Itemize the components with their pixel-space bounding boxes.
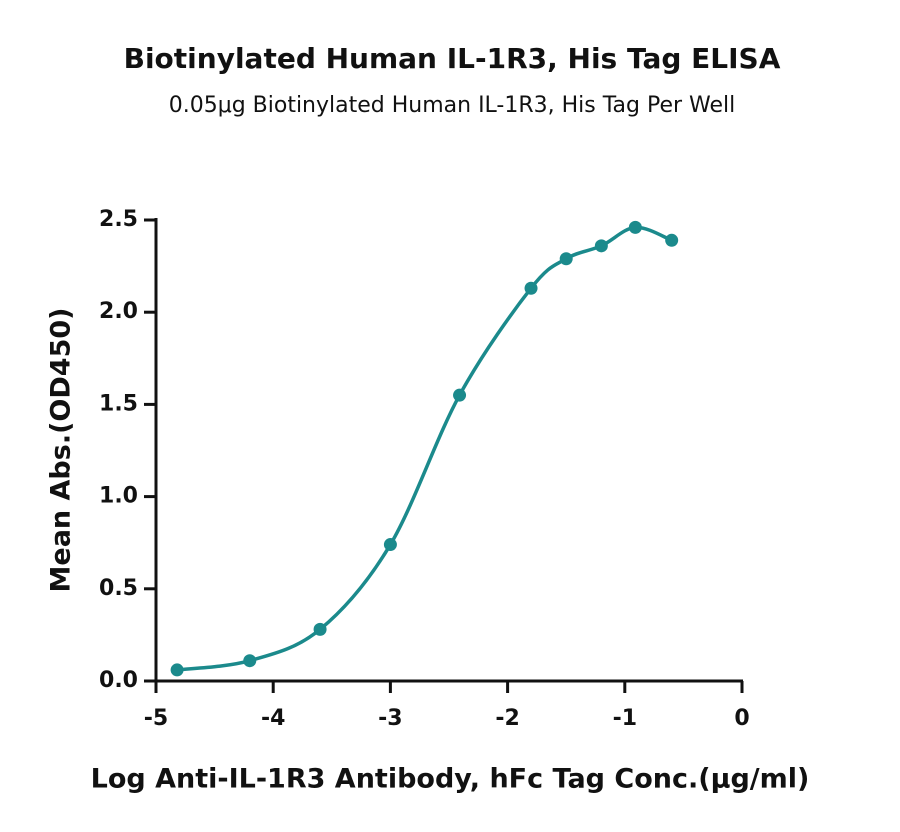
data-point [313,622,327,636]
data-point [559,252,573,266]
data-point [665,233,679,247]
data-point [383,538,397,552]
y-tick-label: 2.0 [99,299,138,324]
y-tick-label: 0.5 [99,576,138,601]
x-axis-label: Log Anti-IL-1R3 Antibody, hFc Tag Conc.(… [91,764,810,795]
x-tick-label: -1 [613,706,637,731]
chart-subtitle: 0.05μg Biotinylated Human IL-1R3, His Ta… [169,93,736,118]
y-tick-label: 1.0 [99,484,138,509]
x-tick-label: -5 [144,706,168,731]
y-tick-label: 0.0 [99,668,138,693]
y-tick-label: 2.5 [99,207,138,232]
data-point [453,388,467,402]
x-tick-label: -2 [495,706,519,731]
data-point [594,239,608,253]
chart-title: Biotinylated Human IL-1R3, His Tag ELISA [124,42,781,75]
data-point [170,663,184,677]
data-point [628,220,642,234]
y-axis-label: Mean Abs.(OD450) [46,308,77,593]
fit-curve [176,225,673,672]
data-point [243,654,257,668]
x-tick-label: 0 [734,706,749,731]
x-tick-label: -4 [261,706,285,731]
data-point [524,281,538,295]
y-tick-label: 1.5 [99,391,138,416]
x-tick-label: -3 [378,706,402,731]
